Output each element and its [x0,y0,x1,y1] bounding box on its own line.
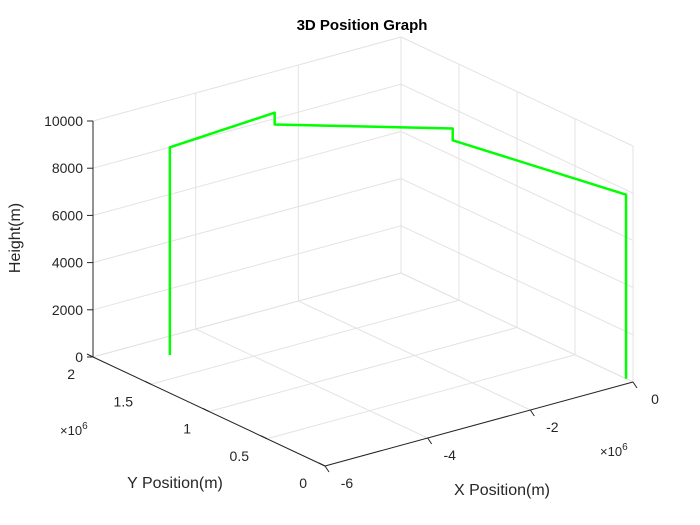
floor-gridline-y [150,299,460,385]
back-wall-gridline-z [92,272,402,358]
back-wall-gridline-z [92,130,402,216]
x-multiplier-power: 6 [622,442,628,453]
y-axis-label: Y Position(m) [127,475,223,492]
z-tick-label: 10000 [44,113,83,129]
grid-layer [92,36,634,467]
side-wall-gridline-z [400,36,634,147]
y-tick-mark [260,435,268,440]
y-axis-multiplier: ×106 [60,421,88,438]
side-wall-gridline-z [400,130,634,241]
y-tick-label: 1 [183,421,191,437]
y-tick-label: 0 [299,475,307,491]
y-tick-label: 2 [67,366,75,382]
position-trajectory-line [168,111,628,379]
x-multiplier-base: ×10 [600,444,622,459]
floor-gridline-y [266,354,576,440]
y-multiplier-base: ×10 [60,423,82,438]
y-tick-label: 0.5 [230,448,250,464]
x-tick-mark [324,465,330,473]
x-tick-mark [427,437,433,445]
chart-title: 3D Position Graph [297,17,428,34]
x-axis-label: X Position(m) [454,482,550,499]
x-axis-multiplier: ×106 [600,442,628,459]
z-tick-label: 6000 [52,207,83,223]
x-tick-label: 0 [651,391,659,407]
back-wall-gridline-z [92,225,402,311]
side-wall-gridline-z [400,272,634,383]
z-tick-label: 0 [75,349,83,365]
x-axis-line [324,381,634,467]
back-wall-gridline-z [92,178,402,264]
side-wall-gridline-z [400,178,634,289]
side-wall-gridline-z [400,83,634,194]
z-tick-label: 8000 [52,160,83,176]
y-tick-label: 1.5 [114,393,134,409]
x-tick-label: -2 [546,419,559,435]
data-layer [168,111,628,379]
y-tick-mark [144,380,152,385]
z-tick-label: 2000 [52,302,83,318]
y-tick-mark [318,462,326,467]
x-tick-label: -6 [341,475,354,491]
back-wall-gridline-z [92,83,402,169]
svg-text:×106: ×106 [60,421,88,438]
z-tick-label: 4000 [52,255,83,271]
axis-layer [86,120,638,473]
y-tick-mark [202,408,210,412]
side-wall-gridline-z [400,225,634,336]
y-multiplier-power: 6 [82,421,88,432]
x-tick-mark [529,409,535,417]
x-tick-mark [632,381,638,389]
x-tick-label: -4 [443,447,456,463]
z-axis-label: Height(m) [7,203,24,273]
back-wall-gridline-z [92,36,402,122]
svg-text:×106: ×106 [600,442,628,459]
floor-gridline-y [208,327,518,412]
